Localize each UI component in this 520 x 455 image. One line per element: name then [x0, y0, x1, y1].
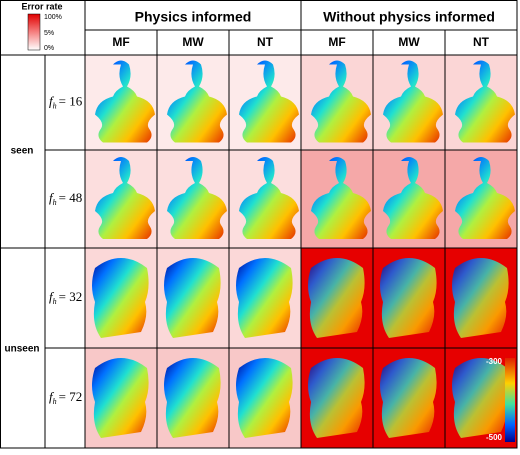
row-label-subscript: h — [53, 101, 57, 110]
sculpture-image — [164, 358, 221, 438]
row-group-label: unseen — [4, 344, 39, 355]
sculpture-image — [92, 358, 149, 438]
column-header: NT — [257, 35, 274, 49]
sculpture-image — [239, 157, 299, 239]
colorbar: -300 -500 — [486, 357, 515, 442]
sculpture-image — [95, 60, 155, 143]
column-header: MF — [328, 35, 345, 49]
row-label-subscript: h — [53, 297, 57, 306]
legend-title: Error rate — [21, 1, 62, 11]
column-header: MF — [112, 35, 129, 49]
sculpture-image — [167, 60, 227, 143]
row-label-value: = 48 — [59, 190, 83, 205]
group-header: Physics informed — [135, 9, 252, 25]
sculpture-image — [380, 258, 437, 338]
sculpture-image — [95, 157, 155, 239]
sculpture-image — [239, 60, 299, 143]
group-header: Without physics informed — [323, 9, 495, 25]
row-label-value: = 16 — [59, 93, 83, 108]
legend-tick: 0% — [44, 45, 54, 52]
row-label-symbol: f — [49, 93, 55, 108]
column-header: MW — [182, 35, 204, 49]
sculpture-image — [308, 258, 365, 338]
sculpture-image — [383, 157, 443, 239]
sculpture-image — [380, 358, 437, 438]
sculpture-image — [92, 258, 149, 338]
colorbar-label: -300 — [486, 357, 503, 366]
row-label: fh = 48 — [49, 190, 82, 207]
column-header: MW — [398, 35, 420, 49]
row-label-value: = 72 — [59, 389, 83, 404]
sculpture-image — [236, 258, 293, 338]
row-label-symbol: f — [49, 389, 55, 404]
sculpture-image — [164, 258, 221, 338]
colorbar-label: -500 — [486, 433, 503, 442]
sculpture-image — [455, 60, 515, 143]
colorbar-scale — [505, 358, 515, 442]
sculpture-image — [236, 358, 293, 438]
sculpture-image — [167, 157, 227, 239]
sculpture-image — [311, 157, 371, 239]
row-label-symbol: f — [49, 190, 55, 205]
row-label-symbol: f — [49, 289, 55, 304]
sculpture-image — [452, 358, 509, 438]
sculpture-image — [383, 60, 443, 143]
row-label: fh = 72 — [49, 389, 82, 406]
row-label-value: = 32 — [59, 289, 83, 304]
legend-tick: 5% — [44, 30, 54, 37]
column-header: NT — [473, 35, 490, 49]
row-label-subscript: h — [53, 397, 57, 406]
sculpture-image — [452, 258, 509, 338]
row-label-subscript: h — [53, 198, 57, 207]
legend-colorbar — [27, 13, 41, 51]
sculpture-image — [455, 157, 515, 239]
sculpture-image — [308, 358, 365, 438]
row-label: fh = 32 — [49, 289, 82, 306]
row-group-label: seen — [11, 146, 34, 157]
sculpture-image — [311, 60, 371, 143]
legend-tick: 100% — [44, 14, 62, 21]
row-label: fh = 16 — [49, 93, 83, 110]
